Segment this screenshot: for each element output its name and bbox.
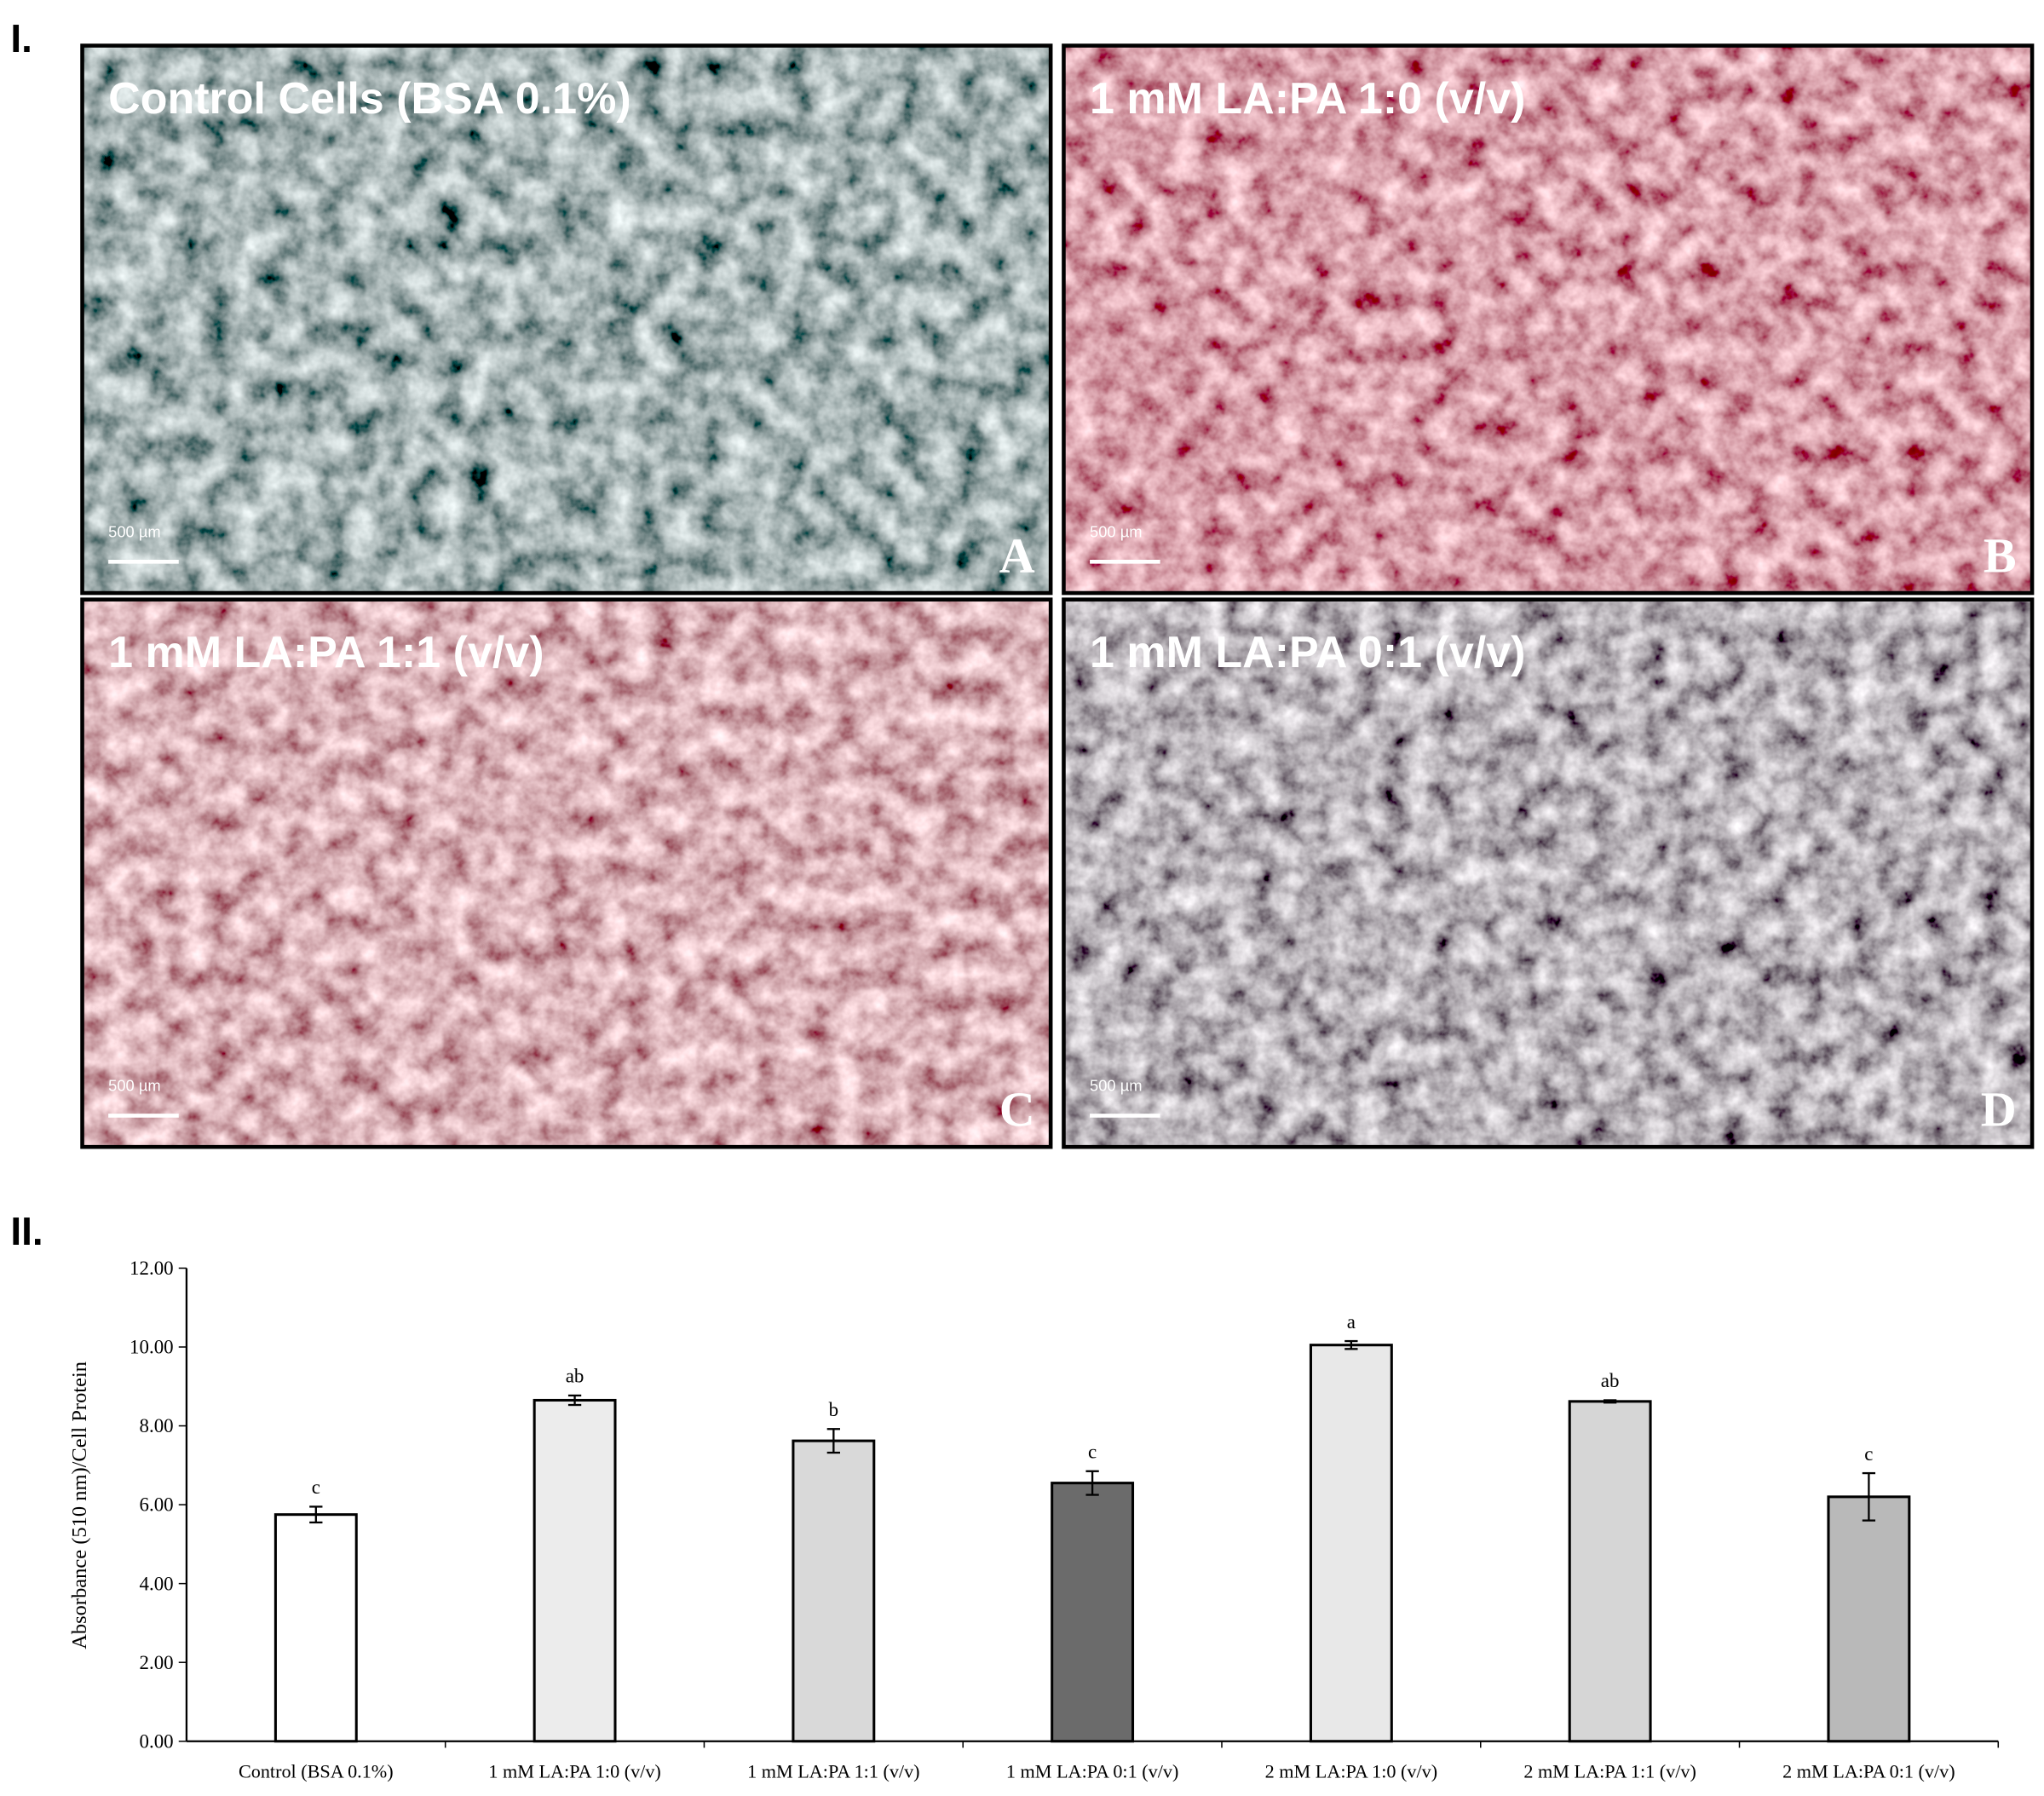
x-tick-label: 2 mM LA:PA 0:1 (v/v) — [1782, 1761, 1955, 1782]
micrograph-border — [1062, 43, 2035, 596]
error-bar — [309, 1505, 323, 1524]
micrograph-border — [80, 43, 1053, 596]
x-tick-label: 1 mM LA:PA 1:0 (v/v) — [488, 1761, 660, 1782]
error-bar — [567, 1394, 582, 1407]
micrograph-title: 1 mM LA:PA 0:1 (v/v) — [1090, 628, 1525, 677]
significance-letter: c — [312, 1477, 320, 1498]
y-tick-label: 2.00 — [139, 1652, 173, 1673]
error-bar — [1085, 1470, 1099, 1496]
bar — [1309, 1344, 1393, 1743]
micrograph-title: 1 mM LA:PA 1:0 (v/v) — [1090, 74, 1525, 124]
panel-letter: D — [1981, 1082, 2017, 1137]
micrograph-image — [82, 599, 1051, 1148]
figure-label: I. — [10, 16, 32, 60]
micrograph: 1 mM LA:PA 0:1 (v/v) 500 µm D — [1062, 597, 2035, 1149]
micrograph: Control Cells (BSA 0.1%) 500 µm A — [80, 43, 1053, 596]
significance-letter: c — [1864, 1443, 1873, 1465]
significance-letter: ab — [566, 1366, 584, 1387]
micrograph-border — [1062, 597, 2035, 1149]
bar — [1051, 1482, 1135, 1743]
significance-letter: b — [829, 1399, 838, 1420]
y-tick-label: 4.00 — [139, 1573, 173, 1594]
figure-label: II. — [10, 1209, 43, 1253]
significance-letter: a — [1347, 1311, 1356, 1333]
micrograph-image — [1063, 599, 2033, 1148]
error-bar — [1344, 1339, 1358, 1350]
scale-bar-label: 500 µm — [108, 522, 161, 540]
bar — [533, 1398, 617, 1743]
bar — [792, 1439, 876, 1743]
micrograph-border — [80, 597, 1053, 1149]
x-tick-label: 1 mM LA:PA 0:1 (v/v) — [1006, 1761, 1178, 1782]
y-tick-label: 0.00 — [139, 1730, 173, 1752]
y-tick-label: 6.00 — [139, 1494, 173, 1516]
x-tick-label: Control (BSA 0.1%) — [239, 1761, 394, 1782]
scale-bar-label: 500 µm — [108, 1076, 161, 1094]
bar — [1827, 1495, 1911, 1743]
error-bar — [826, 1428, 840, 1454]
micrograph-image — [1063, 45, 2033, 594]
micrograph: 1 mM LA:PA 1:0 (v/v) 500 µm B — [1062, 43, 2035, 596]
y-tick-label: 12.00 — [130, 1258, 174, 1279]
micrograph: 1 mM LA:PA 1:1 (v/v) 500 µm C — [80, 597, 1053, 1149]
bar — [273, 1513, 358, 1743]
error-bar — [1603, 1399, 1617, 1404]
bar-chart: Absorbance (510 nm)/Cell Protein 0.00 2.0… — [68, 1258, 2000, 1782]
micrograph-title: Control Cells (BSA 0.1%) — [108, 74, 631, 124]
micrograph-grid: Control Cells (BSA 0.1%) 500 µm A 1 mM LA:P… — [80, 43, 2035, 1149]
panel-letter: C — [999, 1082, 1035, 1137]
x-tick-label: 1 mM LA:PA 1:1 (v/v) — [747, 1761, 919, 1782]
scale-bar-label: 500 µm — [1090, 1076, 1143, 1094]
x-tick-label: 2 mM LA:PA 1:1 (v/v) — [1523, 1761, 1696, 1782]
significance-letter: ab — [1601, 1370, 1620, 1391]
y-tick-label: 8.00 — [139, 1415, 173, 1436]
scale-bar-label: 500 µm — [1090, 522, 1143, 540]
y-axis-title: Absorbance (510 nm)/Cell Protein — [68, 1361, 91, 1649]
significance-letter: c — [1088, 1441, 1097, 1462]
error-bar — [1862, 1471, 1876, 1522]
bar — [1568, 1400, 1652, 1743]
micrograph-image — [82, 45, 1051, 594]
panel-letter: B — [1984, 528, 2017, 584]
panel-letter: A — [999, 528, 1035, 584]
micrograph-title: 1 mM LA:PA 1:1 (v/v) — [108, 628, 544, 677]
y-tick-label: 10.00 — [130, 1337, 174, 1358]
x-tick-label: 2 mM LA:PA 1:0 (v/v) — [1265, 1761, 1437, 1782]
